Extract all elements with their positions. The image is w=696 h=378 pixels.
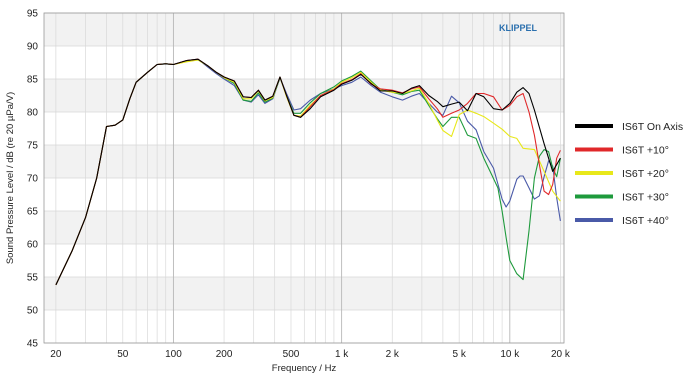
x-tick-label: 20 bbox=[50, 349, 62, 360]
x-tick-label: 50 bbox=[117, 349, 129, 360]
x-tick-label: 100 bbox=[165, 349, 182, 360]
x-tick-label: 200 bbox=[216, 349, 233, 360]
x-tick-label: 10 k bbox=[500, 349, 520, 360]
y-tick-label: 55 bbox=[27, 273, 39, 284]
legend-entry: IS6T On Axis bbox=[622, 121, 683, 133]
y-tick-label: 75 bbox=[27, 141, 39, 152]
y-tick-label: 95 bbox=[27, 9, 39, 20]
x-tick-label: 1 k bbox=[335, 349, 349, 360]
grid bbox=[43, 12, 565, 344]
y-tick-label: 60 bbox=[27, 240, 39, 251]
x-axis-label: Frequency / Hz bbox=[272, 363, 337, 374]
legend-entry: IS6T +30° bbox=[622, 192, 669, 204]
x-tick-label: 500 bbox=[283, 349, 300, 360]
y-tick-label: 65 bbox=[27, 207, 39, 218]
y-tick-label: 90 bbox=[27, 42, 39, 53]
y-tick-label: 50 bbox=[27, 306, 39, 317]
x-tick-label: 5 k bbox=[453, 349, 467, 360]
y-tick-label: 70 bbox=[27, 174, 39, 185]
y-axis-ticks: 45 50 55 60 65 70 75 80 85 90 95 bbox=[27, 9, 39, 350]
x-tick-label: 2 k bbox=[386, 349, 400, 360]
x-axis-ticks: 20 50 100 200 500 1 k 2 k 5 k 10 k 20 k bbox=[50, 349, 571, 360]
x-tick-label: 20 k bbox=[551, 349, 571, 360]
legend-entry: IS6T +40° bbox=[622, 215, 669, 227]
series-line bbox=[55, 58, 561, 286]
series-lines bbox=[55, 58, 561, 286]
legend-entry: IS6T +20° bbox=[622, 168, 669, 180]
y-tick-label: 85 bbox=[27, 75, 39, 86]
plot-frame bbox=[43, 12, 565, 344]
y-axis-label: Sound Pressure Level / dB (re 20 µPa/V) bbox=[5, 92, 16, 264]
legend-entry: IS6T +10° bbox=[622, 145, 669, 157]
y-tick-label: 45 bbox=[27, 339, 39, 350]
brand-label: KLIPPEL bbox=[499, 23, 538, 33]
y-tick-label: 80 bbox=[27, 108, 39, 119]
legend: IS6T On Axis IS6T +10° IS6T +20° IS6T +30° I… bbox=[575, 121, 683, 227]
